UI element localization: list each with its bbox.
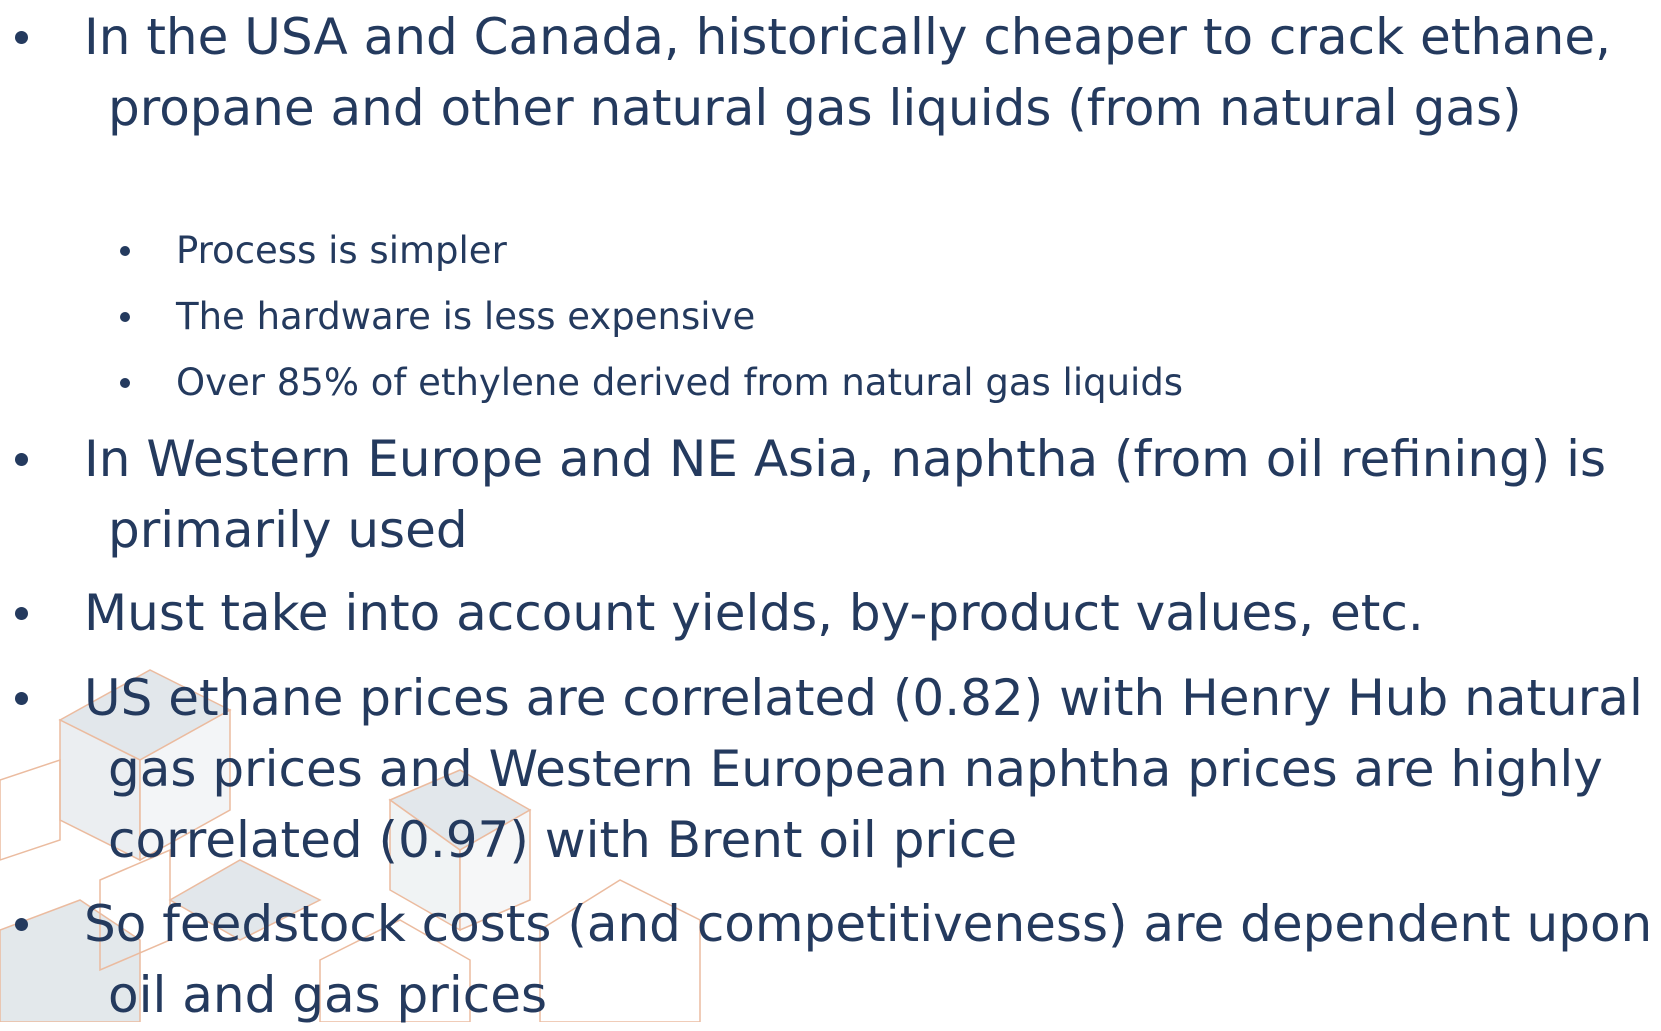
sub-bullet: Over 85% of ethylene derived from natura… (0, 350, 1661, 416)
bullet: In the USA and Canada, historically chea… (0, 2, 1661, 144)
bullet-marker (120, 378, 130, 388)
bullet-marker (15, 607, 28, 620)
bullet: So feedstock costs (and competitiveness)… (0, 889, 1661, 1031)
bullet-marker (15, 453, 28, 466)
bullet-text: Must take into account yields, by-produc… (84, 584, 1424, 642)
bullet-marker (120, 246, 130, 256)
bullet-text: In the USA and Canada, historically chea… (84, 8, 1611, 137)
sub-bullet: Process is simpler (0, 218, 1661, 284)
slide: In the USA and Canada, historically chea… (0, 0, 1661, 1022)
bullet: US ethane prices are correlated (0.82) w… (0, 663, 1661, 876)
bullet-marker (15, 31, 28, 44)
sub-bullet: The hardware is less expensive (0, 284, 1661, 350)
bullet-text: Over 85% of ethylene derived from natura… (176, 361, 1183, 404)
bullet: In Western Europe and NE Asia, naphtha (… (0, 424, 1661, 566)
bullet: Must take into account yields, by-produc… (0, 578, 1661, 649)
bullet-marker (15, 918, 28, 931)
bullet-marker (15, 692, 28, 705)
bullet-text: Process is simpler (176, 229, 507, 272)
bullet-marker (120, 312, 130, 322)
bullet-text: US ethane prices are correlated (0.82) w… (84, 669, 1643, 869)
bullet-text: So feedstock costs (and competitiveness)… (84, 895, 1652, 1024)
bullet-text: In Western Europe and NE Asia, naphtha (… (84, 430, 1606, 559)
bullet-text: The hardware is less expensive (176, 295, 755, 338)
